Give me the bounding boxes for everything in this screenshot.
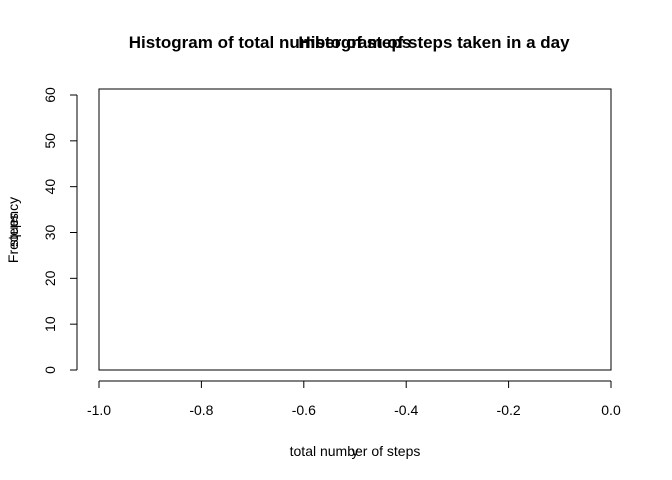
y-axis-label-2: steps <box>5 213 21 246</box>
x-axis: -1.0 -0.8 -0.6 -0.4 -0.2 0.0 <box>87 380 621 418</box>
y-tick-label: 0 <box>42 366 58 374</box>
x-tick-label: -0.4 <box>394 402 418 418</box>
y-tick-label: 60 <box>42 87 58 103</box>
x-axis-label-2: y <box>352 443 359 459</box>
y-axis: 0 10 20 30 40 50 60 <box>42 87 78 374</box>
y-tick-label: 20 <box>42 270 58 286</box>
x-tick-label: -0.2 <box>497 402 521 418</box>
y-tick-label: 50 <box>42 133 58 149</box>
chart-title-2: Histogram of steps taken in a day <box>298 33 570 52</box>
y-tick-label: 30 <box>42 225 58 241</box>
y-axis-label-1: Frequency <box>5 197 21 263</box>
x-axis-label-1: total number of steps <box>290 443 421 459</box>
y-tick-label: 40 <box>42 179 58 195</box>
x-tick-label: -1.0 <box>87 402 111 418</box>
chart-title-1: Histogram of total number of steps <box>129 33 411 52</box>
x-tick-label: -0.6 <box>292 402 316 418</box>
plot-frame <box>98 88 612 371</box>
x-tick-label: -0.8 <box>189 402 213 418</box>
x-tick-label: 0.0 <box>601 402 621 418</box>
y-tick-label: 10 <box>42 316 58 332</box>
